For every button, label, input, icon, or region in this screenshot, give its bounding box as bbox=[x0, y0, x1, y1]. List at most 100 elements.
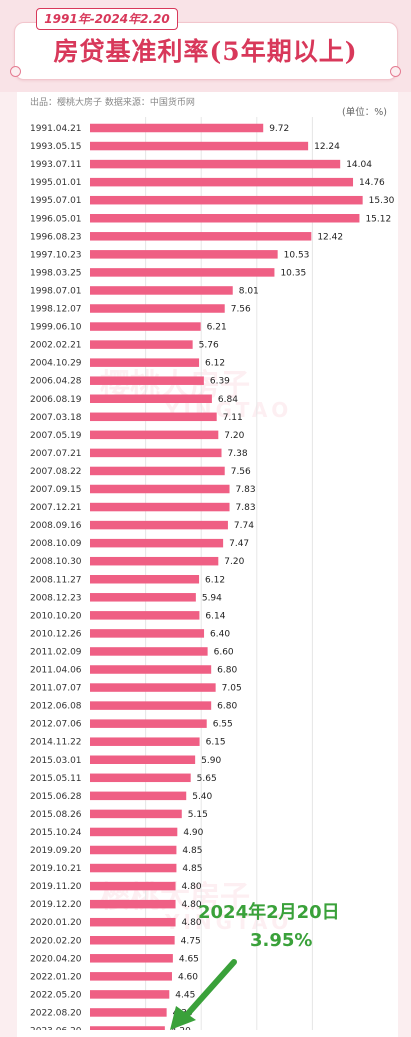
value-label: 8.01 bbox=[239, 286, 259, 296]
bar bbox=[90, 593, 196, 602]
bar bbox=[90, 214, 360, 223]
value-label: 4.85 bbox=[182, 864, 202, 874]
value-label: 7.05 bbox=[222, 684, 242, 694]
bar bbox=[90, 430, 219, 440]
bar bbox=[90, 556, 219, 566]
callout-rate: 3.95% bbox=[250, 930, 313, 951]
category-label: 2019.12.20 bbox=[30, 900, 82, 910]
bar bbox=[90, 177, 354, 187]
category-label: 2007.07.21 bbox=[30, 449, 82, 459]
category-label: 1996.05.01 bbox=[30, 214, 82, 224]
value-label: 5.65 bbox=[197, 774, 217, 784]
value-label: 12.42 bbox=[317, 232, 343, 242]
value-label: 7.74 bbox=[234, 521, 254, 531]
date-range-badge: 1991年-2024年2.20 bbox=[36, 8, 178, 30]
bar bbox=[90, 232, 312, 241]
value-label: 4.20 bbox=[171, 1027, 191, 1031]
value-label: 6.60 bbox=[214, 647, 234, 657]
bar bbox=[90, 773, 191, 783]
value-label: 15.12 bbox=[365, 214, 391, 224]
category-label: 1995.07.01 bbox=[30, 196, 82, 206]
value-label: 7.56 bbox=[231, 467, 251, 477]
category-label: 2007.12.21 bbox=[30, 503, 82, 513]
category-label: 2011.02.09 bbox=[30, 647, 82, 657]
bar bbox=[90, 755, 196, 764]
category-label: 1991.04.21 bbox=[30, 124, 82, 134]
value-label: 4.90 bbox=[183, 828, 203, 838]
value-label: 5.76 bbox=[199, 341, 219, 351]
category-label: 1997.10.23 bbox=[30, 250, 82, 260]
bar bbox=[90, 719, 207, 728]
unit-label: (单位：%) bbox=[342, 107, 387, 118]
bar bbox=[90, 899, 176, 909]
bar bbox=[90, 1026, 165, 1030]
value-label: 7.20 bbox=[224, 431, 244, 441]
category-label: 1995.01.01 bbox=[30, 178, 82, 188]
value-label: 10.53 bbox=[284, 250, 310, 260]
bar bbox=[90, 575, 200, 584]
category-label: 2012.06.08 bbox=[30, 702, 82, 712]
value-label: 4.60 bbox=[178, 972, 198, 982]
bar bbox=[90, 484, 230, 494]
title-card bbox=[14, 22, 398, 80]
value-label: 6.39 bbox=[210, 377, 230, 387]
category-label: 2006.08.19 bbox=[30, 395, 82, 405]
value-label: 4.75 bbox=[181, 936, 201, 946]
category-label: 2008.09.16 bbox=[30, 521, 82, 531]
value-label: 6.55 bbox=[213, 720, 233, 730]
category-label: 2008.11.27 bbox=[30, 575, 82, 585]
value-label: 4.45 bbox=[175, 990, 195, 1000]
bar bbox=[90, 683, 216, 692]
category-label: 2010.12.26 bbox=[30, 629, 82, 639]
bar bbox=[90, 954, 173, 963]
category-label: 2022.05.20 bbox=[30, 990, 82, 1000]
bar bbox=[90, 123, 264, 133]
bar bbox=[90, 647, 208, 656]
value-label: 4.30 bbox=[173, 1008, 193, 1018]
bar bbox=[90, 141, 309, 151]
category-label: 2007.05.19 bbox=[30, 431, 82, 441]
value-label: 4.80 bbox=[182, 918, 202, 928]
category-label: 2020.01.20 bbox=[30, 918, 82, 928]
category-label: 2014.11.22 bbox=[30, 738, 82, 748]
value-label: 14.76 bbox=[359, 178, 385, 188]
value-label: 7.83 bbox=[236, 503, 256, 513]
category-label: 2008.10.09 bbox=[30, 539, 82, 549]
bar bbox=[90, 611, 200, 620]
category-label: 2022.01.20 bbox=[30, 972, 82, 982]
bar bbox=[90, 538, 224, 548]
bar bbox=[90, 845, 177, 855]
value-label: 12.24 bbox=[314, 142, 340, 152]
value-label: 6.21 bbox=[207, 323, 227, 333]
value-label: 6.80 bbox=[217, 702, 237, 712]
value-label: 7.38 bbox=[228, 449, 248, 459]
value-label: 5.40 bbox=[192, 792, 212, 802]
category-label: 1999.06.10 bbox=[30, 323, 82, 333]
bar bbox=[90, 304, 225, 313]
category-label: 2023.06.20 bbox=[30, 1027, 82, 1031]
bar bbox=[90, 159, 341, 169]
category-label: 2007.03.18 bbox=[30, 413, 82, 423]
bar bbox=[90, 448, 222, 458]
category-label: 2010.10.20 bbox=[30, 611, 82, 621]
bar bbox=[90, 629, 205, 638]
callout-date: 2024年2月20日 bbox=[198, 902, 340, 923]
category-label: 2019.09.20 bbox=[30, 846, 82, 856]
bar bbox=[90, 358, 200, 367]
category-label: 2015.08.26 bbox=[30, 810, 82, 820]
bar bbox=[90, 737, 200, 746]
bar bbox=[90, 412, 217, 422]
value-label: 7.56 bbox=[231, 305, 251, 315]
value-label: 6.40 bbox=[210, 629, 230, 639]
bar bbox=[90, 936, 175, 945]
category-label: 2011.04.06 bbox=[30, 666, 82, 676]
bar bbox=[90, 1008, 167, 1017]
bar bbox=[90, 863, 177, 873]
value-label: 4.85 bbox=[182, 846, 202, 856]
category-label: 2008.12.23 bbox=[30, 593, 82, 603]
value-label: 7.47 bbox=[229, 539, 249, 549]
category-label: 2020.02.20 bbox=[30, 936, 82, 946]
category-label: 1996.08.23 bbox=[30, 232, 82, 242]
value-label: 10.35 bbox=[280, 268, 306, 278]
